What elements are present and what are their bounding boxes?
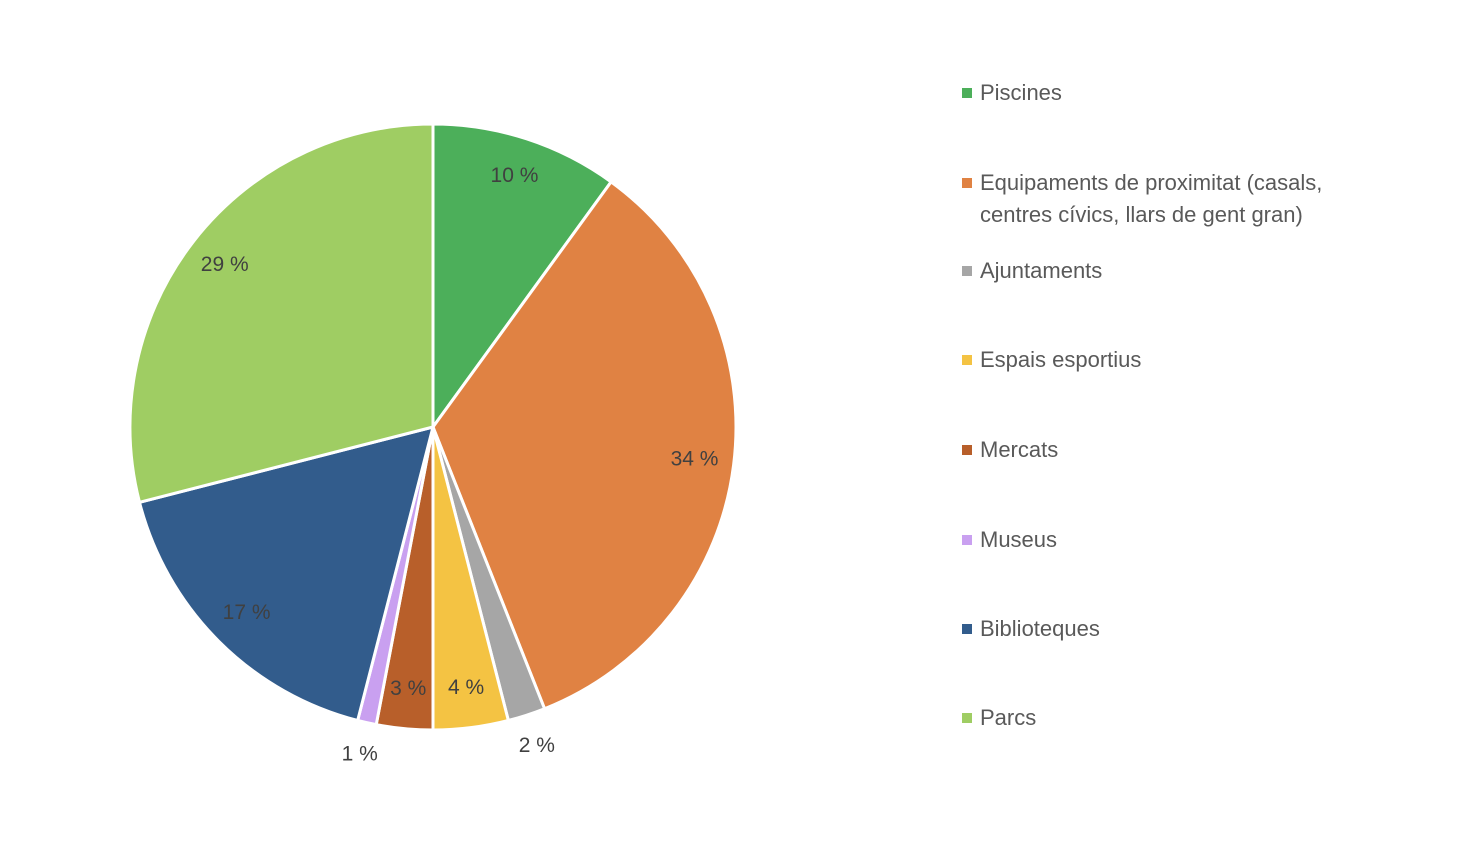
chart: 10 % 34 % 2 % 4 % 3 % 1 % 17 % 29 %: [128, 122, 738, 765]
pie-slice: [431, 179, 738, 711]
data-label: 17 %: [223, 601, 271, 624]
legend-label: Ajuntaments: [980, 258, 1103, 283]
legend-item: Equipaments de proximitat (casals, centr…: [962, 167, 1362, 231]
legend-item: Ajuntaments: [962, 255, 1362, 287]
legend-label: Mercats: [980, 437, 1059, 462]
legend-label: Espais esportius: [980, 347, 1142, 372]
legend-label: Parcs: [980, 705, 1037, 730]
legend-swatch: [962, 355, 972, 365]
legend-item: Mercats: [962, 434, 1362, 466]
pie-slice: [431, 122, 614, 432]
legend-swatch: [962, 266, 972, 276]
legend-item: Espais esportius: [962, 344, 1362, 376]
legend-label: Equipaments de proximitat (casals, centr…: [980, 170, 1323, 227]
legend-label: Museus: [980, 527, 1058, 552]
data-label: 2 %: [519, 734, 555, 757]
pie-slice: [137, 424, 436, 723]
legend-swatch: [962, 535, 972, 545]
legend-item: Biblioteques: [962, 613, 1362, 645]
legend-label: Piscines: [980, 80, 1062, 105]
legend-item: Museus: [962, 524, 1362, 556]
data-label: 3 %: [390, 677, 426, 700]
legend-item: Parcs: [962, 702, 1362, 734]
data-label: 34 %: [671, 448, 719, 471]
legend-swatch: [962, 445, 972, 455]
legend-item: Piscines: [962, 77, 1362, 109]
data-label: 1 %: [342, 742, 378, 765]
legend-label: Biblioteques: [980, 616, 1100, 641]
data-label: 10 %: [491, 164, 539, 187]
legend-swatch: [962, 88, 972, 98]
legend-swatch: [962, 624, 972, 634]
pie-slice: [128, 122, 435, 505]
data-label: 29 %: [201, 253, 249, 276]
legend-swatch: [962, 713, 972, 723]
legend-swatch: [962, 178, 972, 188]
data-label: 4 %: [448, 676, 484, 699]
